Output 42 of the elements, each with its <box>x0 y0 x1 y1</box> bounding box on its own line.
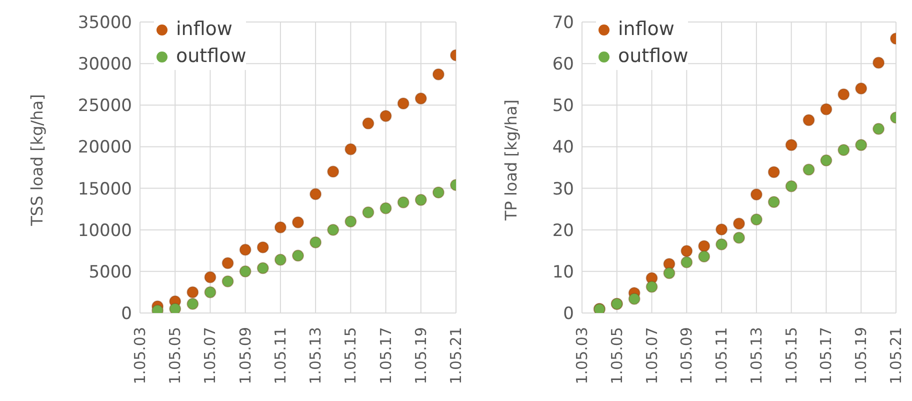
y-tick-label: 30000 <box>78 54 132 75</box>
x-tick-label: 1.05.19 <box>852 327 870 384</box>
y-tick-label: 0 <box>563 304 574 324</box>
x-tick-label: 1.05.19 <box>412 327 430 384</box>
legend-label: outflow <box>618 44 688 69</box>
x-tick-label: 1.05.03 <box>573 327 591 384</box>
x-tick-label: 1.05.11 <box>712 327 731 384</box>
x-tick-label: 1.05.03 <box>131 327 149 384</box>
y-tick-label: 5000 <box>88 262 132 282</box>
x-tick-label: 1.05.07 <box>642 327 661 384</box>
y-tick-label: 40 <box>552 138 574 158</box>
x-tick-label: 1.05.13 <box>747 327 766 384</box>
y-tick-label: 50 <box>552 96 574 116</box>
y-tick-label: 15000 <box>78 179 132 200</box>
y-tick-label: 60 <box>552 54 574 75</box>
y-tick-label: 30 <box>552 179 574 200</box>
x-tick-label: 1.05.07 <box>201 327 220 384</box>
y-tick-label: 20 <box>552 220 574 241</box>
y-tick-label: 10 <box>552 262 574 282</box>
y-tick-label: 25000 <box>78 96 132 116</box>
legend-label: inflow <box>618 17 674 42</box>
x-tick-label: 1.05.15 <box>782 327 800 384</box>
y-tick-label: 0 <box>121 304 132 324</box>
x-tick-label: 1.05.05 <box>166 327 184 384</box>
x-tick-label: 1.05.09 <box>236 327 254 384</box>
x-tick-label: 1.05.05 <box>608 327 626 384</box>
x-tick-label: 1.05.21 <box>447 327 465 384</box>
x-tick-label: 1.05.09 <box>678 327 696 384</box>
y-axis-title: TP load [kg/ha] <box>502 99 520 222</box>
y-tick-label: 20000 <box>78 138 132 158</box>
y-tick-label: 35000 <box>78 13 132 34</box>
y-tick-label: 70 <box>552 13 574 34</box>
x-tick-label: 1.05.15 <box>342 327 360 384</box>
legend-label: inflow <box>176 17 232 42</box>
legend-label: outflow <box>176 44 246 69</box>
x-tick-label: 1.05.17 <box>376 327 395 384</box>
x-tick-label: 1.05.13 <box>306 327 325 384</box>
x-tick-label: 1.05.11 <box>271 327 290 384</box>
x-tick-label: 1.05.17 <box>817 327 836 384</box>
y-axis-title: TSS load [kg/ha] <box>28 94 46 227</box>
y-tick-label: 10000 <box>78 220 132 241</box>
x-tick-label: 1.05.21 <box>887 327 905 384</box>
